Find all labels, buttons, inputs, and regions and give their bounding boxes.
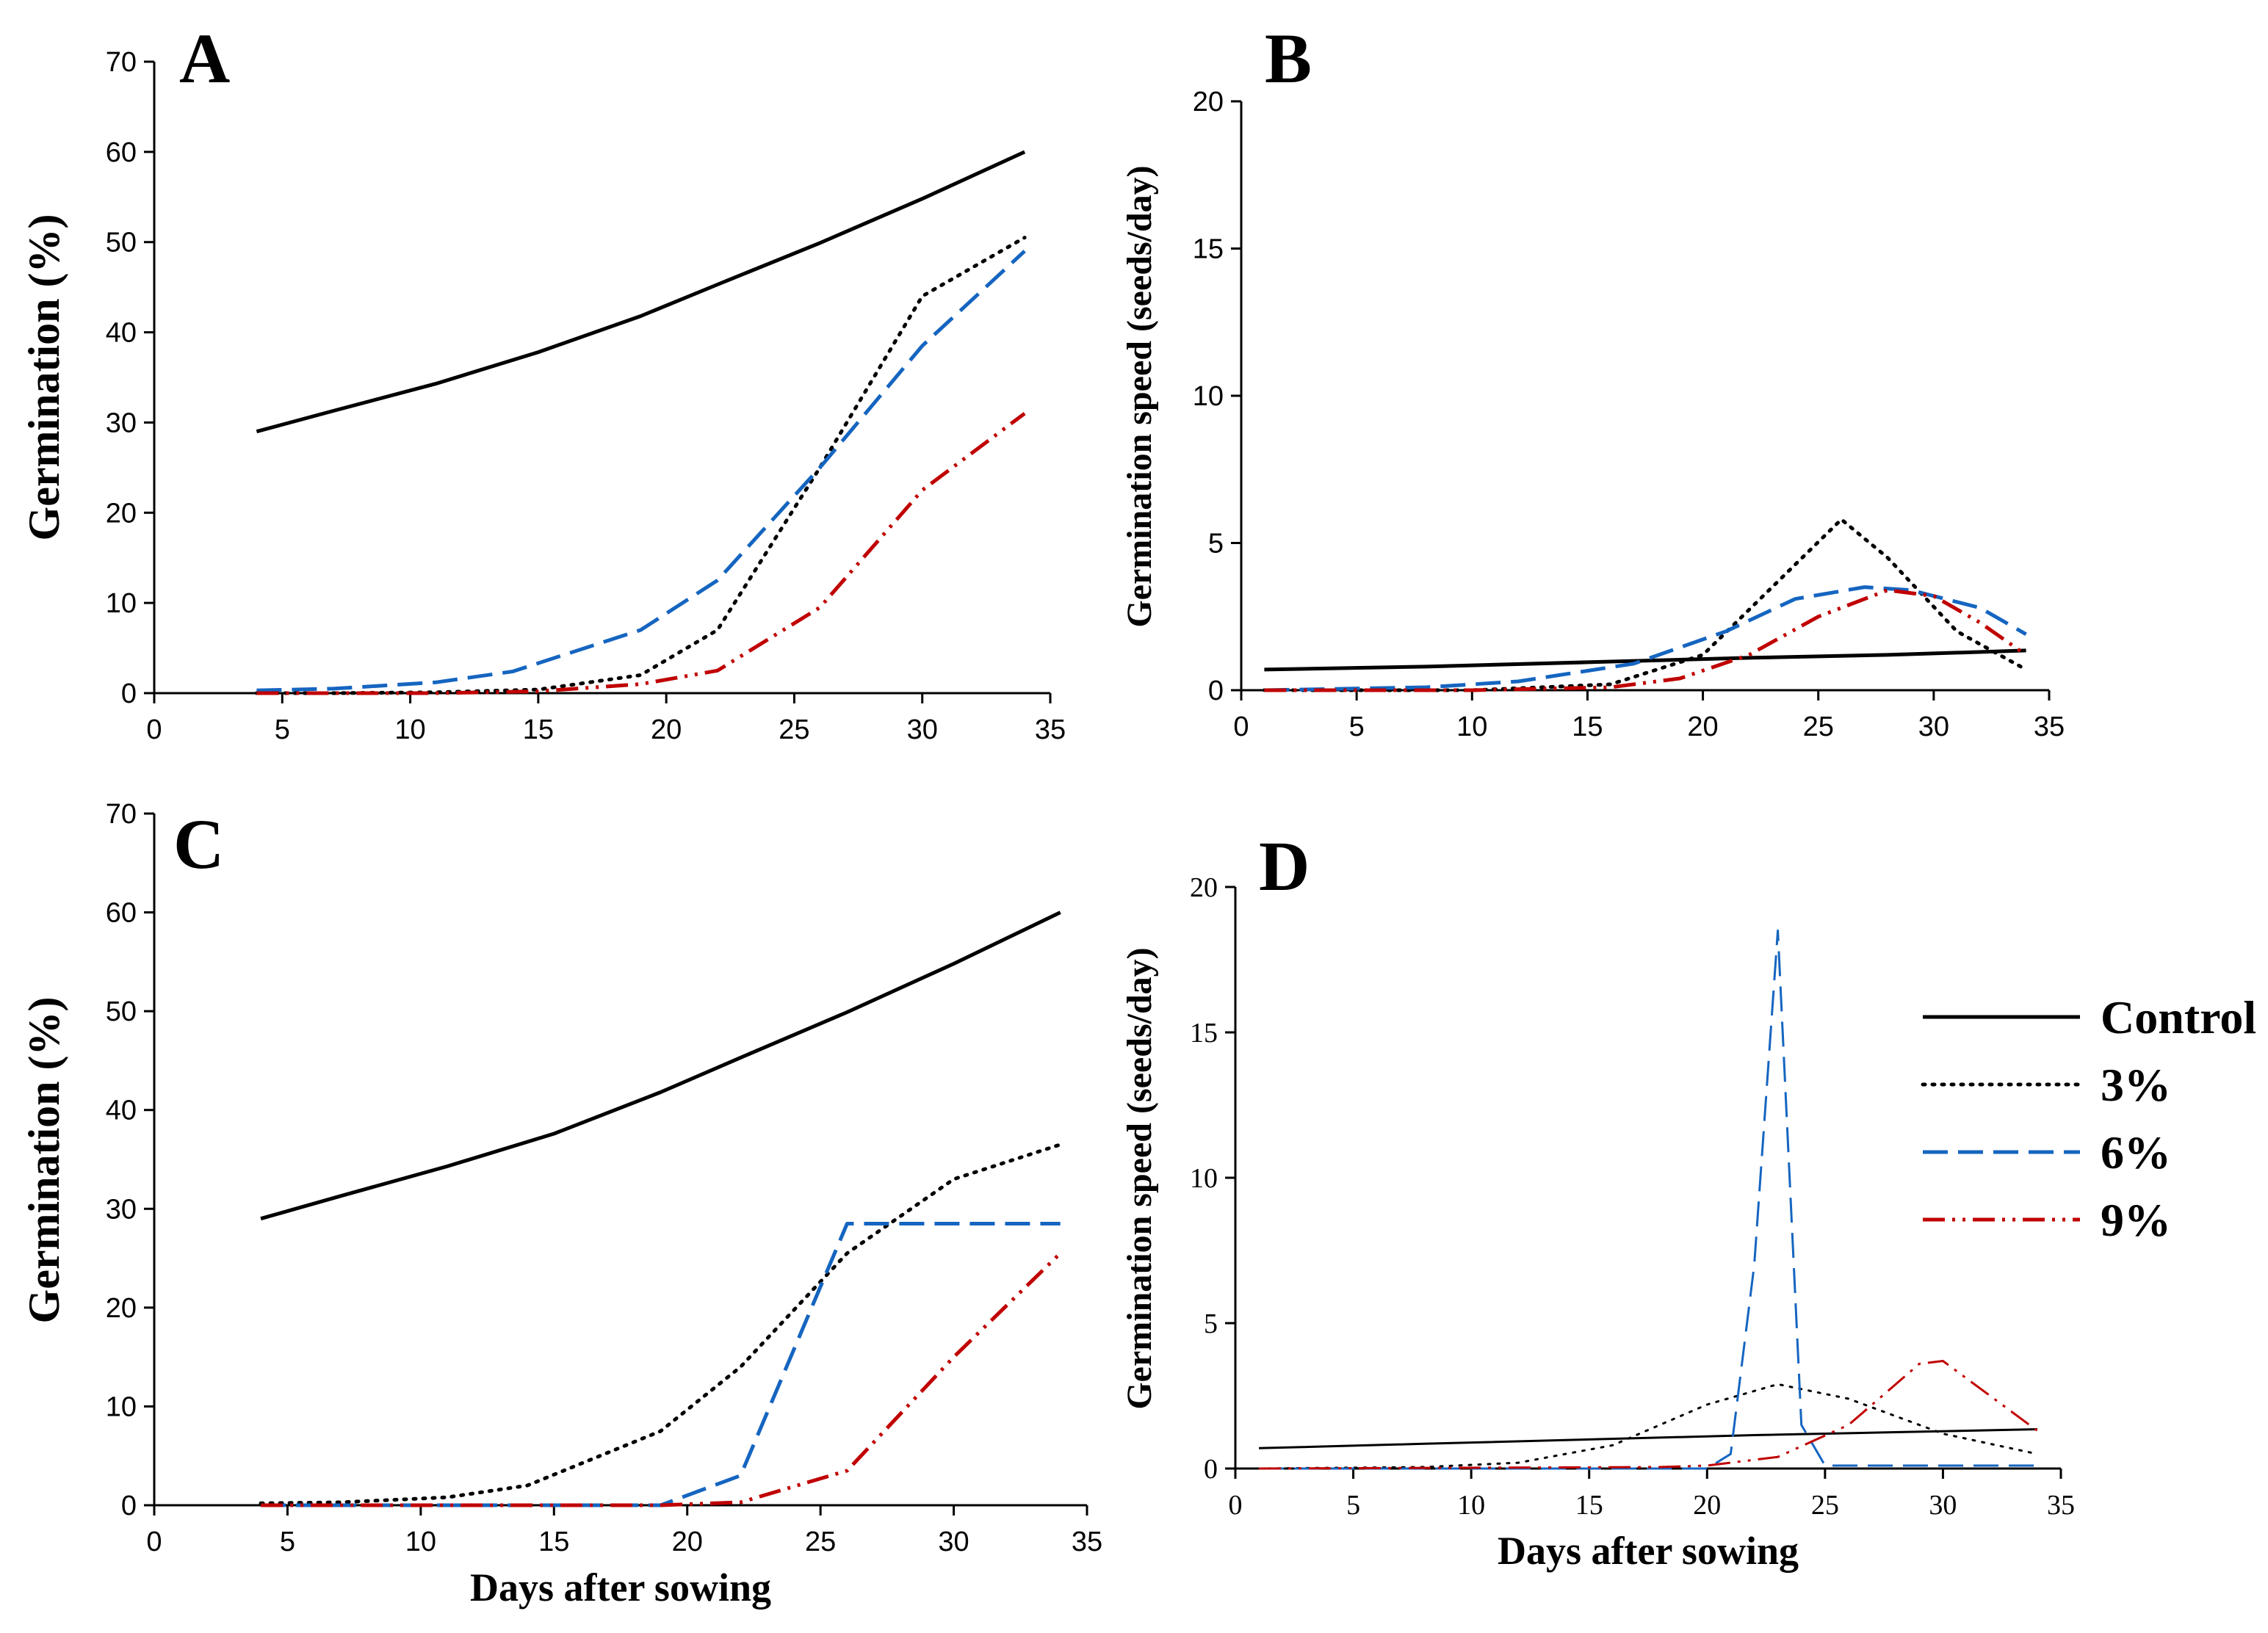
x-tick-label-d: 10	[1457, 1490, 1485, 1521]
y-tick-label-b: 0	[1208, 676, 1224, 706]
y-tick-label-b: 20	[1193, 87, 1224, 117]
panel-letter-d: D	[1259, 827, 1310, 905]
y-tick-label-d: 20	[1190, 872, 1218, 903]
x-tick-label-c: 5	[280, 1527, 295, 1557]
x-tick-label-c: 15	[538, 1527, 569, 1557]
series-line-9pct-a	[256, 412, 1026, 695]
series-line-control-a	[256, 150, 1026, 434]
series-line-3pct-c	[259, 1143, 1063, 1505]
legend-label-9pct: 9%	[2101, 1194, 2171, 1246]
x-tick-label-d: 35	[2047, 1490, 2075, 1521]
legend-label-6pct: 6%	[2101, 1126, 2171, 1178]
y-tick-label-d: 15	[1190, 1018, 1218, 1049]
y-tick-label-c: 50	[106, 996, 137, 1027]
y-tick-label-c: 40	[106, 1096, 137, 1126]
y-tick-label-a: 50	[106, 228, 137, 258]
y-tick-label-a: 0	[121, 678, 137, 709]
y-tick-label-b: 5	[1208, 529, 1224, 560]
x-tick-label-c: 30	[938, 1527, 969, 1557]
panel-letter-c: C	[173, 805, 224, 883]
x-tick-label-b: 5	[1349, 712, 1365, 742]
y-tick-label-a: 60	[106, 137, 137, 168]
series-line-control-b	[1264, 648, 2026, 672]
x-tick-label-a: 20	[651, 714, 682, 745]
y-tick-label-d: 0	[1204, 1454, 1218, 1485]
y-tick-label-a: 30	[106, 408, 137, 438]
x-tick-label-c: 25	[805, 1527, 836, 1557]
x-tick-label-c: 35	[1072, 1527, 1102, 1557]
x-tick-label-b: 20	[1687, 712, 1718, 742]
y-tick-label-a: 70	[106, 47, 137, 78]
legend-label-control: Control	[2101, 991, 2256, 1043]
series-line-3pct-b	[1262, 517, 2029, 692]
x-tick-label-c: 10	[405, 1527, 436, 1557]
x-tick-label-d: 30	[1929, 1490, 1957, 1521]
y-axis-title-a: Germination (%)	[20, 214, 68, 541]
x-tick-label-b: 0	[1233, 712, 1249, 742]
y-axis-title-d: Germination speed (seeds/day)	[1120, 947, 1159, 1409]
x-axis-title-c: Days after sowing	[470, 1565, 771, 1610]
y-tick-label-b: 10	[1193, 381, 1224, 412]
panel-letter-a: A	[179, 19, 230, 98]
x-tick-label-d: 0	[1229, 1490, 1243, 1521]
x-tick-label-b: 10	[1456, 712, 1487, 742]
y-axis-title-b: Germination speed (seeds/day)	[1120, 165, 1159, 627]
x-tick-label-d: 15	[1575, 1490, 1603, 1521]
y-tick-label-a: 40	[106, 318, 137, 349]
x-tick-label-b: 35	[2034, 712, 2065, 742]
x-tick-label-b: 15	[1572, 712, 1603, 742]
panel-b: B 0 5 10 15 20 25 30 35 0 5 10 15 20 Germination spee…	[1120, 19, 2065, 742]
series-line-6pct-b	[1264, 585, 2027, 692]
y-tick-label-c: 10	[106, 1391, 137, 1422]
y-tick-label-c: 30	[106, 1194, 137, 1225]
x-tick-label-a: 30	[907, 714, 938, 745]
series-line-3pct-a	[254, 236, 1027, 695]
series-line-control-d	[1259, 1428, 2037, 1449]
x-tick-label-b: 30	[1918, 712, 1949, 742]
series-line-9pct-d	[1259, 1360, 2038, 1470]
series-line-6pct-d	[1259, 929, 2037, 1470]
y-tick-label-b: 15	[1193, 234, 1224, 265]
y-tick-label-c: 0	[121, 1491, 137, 1521]
panel-letter-b: B	[1265, 19, 1312, 98]
x-tick-label-a: 5	[275, 714, 290, 745]
x-tick-label-b: 25	[1803, 712, 1834, 742]
series-line-6pct-c	[261, 1222, 1061, 1507]
series-line-9pct-c	[261, 1252, 1062, 1507]
panel-c: C 0 5 10 15 20 25 30 35 0 10 20 30 40 50 60 70 Germinati…	[20, 799, 1102, 1610]
y-tick-label-d: 5	[1204, 1308, 1218, 1339]
x-tick-label-c: 20	[672, 1527, 703, 1557]
x-tick-label-a: 10	[394, 714, 425, 745]
series-line-3pct-d	[1257, 1383, 2039, 1470]
x-tick-label-d: 25	[1811, 1490, 1839, 1521]
x-tick-label-a: 0	[146, 714, 162, 745]
x-axis-title-d: Days after sowing	[1498, 1529, 1799, 1573]
y-tick-label-d: 10	[1190, 1163, 1218, 1194]
x-tick-label-d: 5	[1346, 1490, 1360, 1521]
legend-label-3pct: 3%	[2101, 1059, 2171, 1111]
x-tick-label-d: 20	[1693, 1490, 1721, 1521]
series-line-9pct-b	[1264, 588, 2028, 692]
legend: Control 3% 6% 9%	[1921, 991, 2256, 1246]
y-axis-title-c: Germination (%)	[20, 997, 68, 1324]
y-tick-label-c: 60	[106, 898, 137, 929]
y-tick-label-c: 20	[106, 1293, 137, 1324]
y-tick-label-a: 10	[106, 588, 137, 619]
y-tick-label-a: 20	[106, 498, 137, 529]
series-line-6pct-a	[256, 250, 1026, 692]
x-tick-label-a: 15	[523, 714, 554, 745]
panel-d: D 0 5 10 15 20 25 30 35 0 5 10 15 20 Germination spee…	[1120, 827, 2075, 1573]
x-tick-label-a: 35	[1035, 714, 1066, 745]
series-line-control-c	[260, 910, 1061, 1221]
x-tick-label-a: 25	[779, 714, 809, 745]
panel-a: A 0 5 10 15 20 25 30 35 0 10 20 30 40 50 60 70 Germinati…	[20, 19, 1066, 745]
x-tick-label-c: 0	[146, 1527, 162, 1557]
y-tick-label-c: 70	[106, 799, 137, 830]
